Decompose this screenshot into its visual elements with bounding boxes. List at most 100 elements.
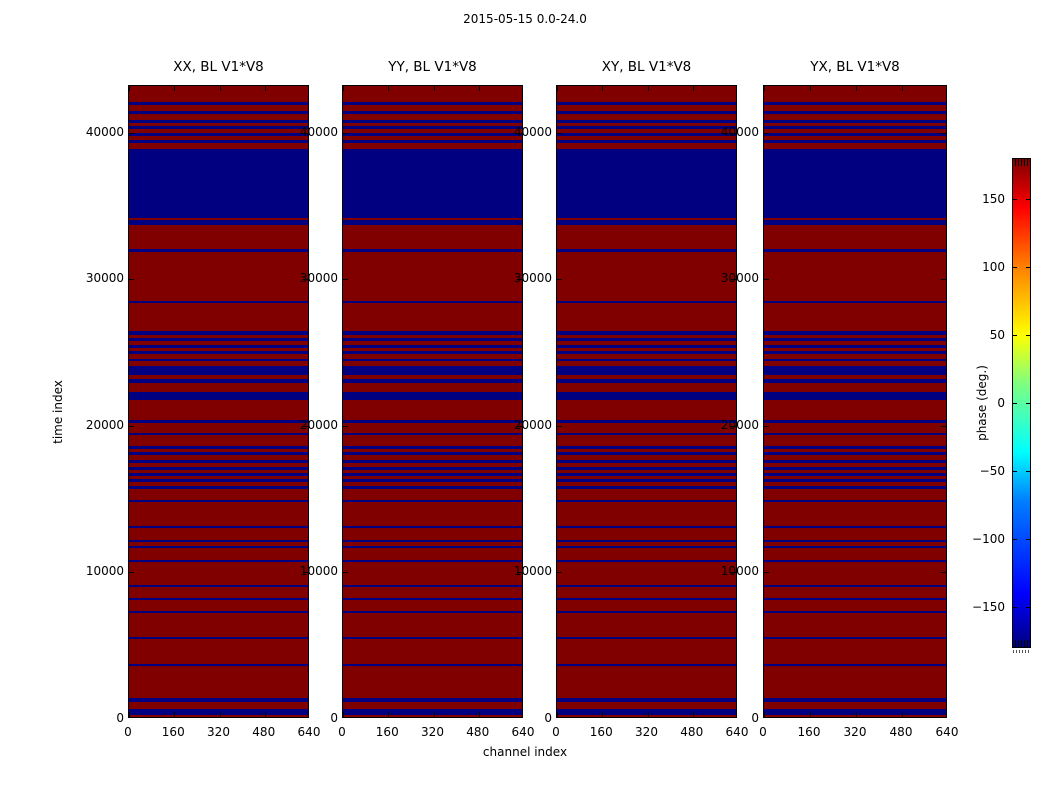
phase-band	[129, 459, 308, 463]
colorbar-tick-label: −100	[972, 532, 1005, 547]
y-tick-mark	[129, 132, 134, 134]
phase-band	[764, 486, 946, 489]
y-tick-label: 10000	[85, 564, 124, 579]
phase-band	[557, 560, 736, 563]
colorbar[interactable]	[1012, 158, 1031, 648]
colorbar-minor-tick	[1021, 640, 1022, 647]
phase-band	[557, 300, 736, 303]
x-tick-label: 160	[797, 725, 821, 739]
phase-band	[557, 478, 736, 483]
phase-band	[343, 664, 522, 667]
x-tick-label: 160	[161, 725, 185, 739]
phase-band	[343, 126, 522, 130]
phase-band	[764, 459, 946, 463]
y-tick-mark	[941, 132, 946, 134]
phase-band	[557, 140, 736, 144]
colorbar-tick-mark	[1026, 334, 1031, 336]
colorbar-tick-mark	[1012, 266, 1017, 268]
phase-band	[764, 472, 946, 476]
y-tick-label: 40000	[85, 124, 124, 139]
phase-band	[129, 220, 308, 226]
phase-band	[129, 102, 308, 106]
phase-band	[557, 110, 736, 114]
phase-band	[764, 344, 946, 348]
phase-band	[343, 525, 522, 528]
x-tick-mark	[343, 86, 344, 91]
colorbar-tick-mark	[1012, 403, 1017, 404]
phase-band	[343, 478, 522, 483]
phase-band	[764, 708, 946, 716]
phase-band	[343, 102, 522, 106]
heatmap-panel-xy[interactable]: XY, BL V1*V8	[556, 59, 737, 718]
heatmap-panel-yx[interactable]: YX, BL V1*V8	[763, 59, 947, 718]
y-tick-label: 10000	[513, 564, 552, 579]
y-tick-mark	[343, 425, 348, 427]
panel-title-yx: YX, BL V1*V8	[810, 59, 900, 75]
y-tick-mark	[764, 132, 769, 134]
phase-band	[129, 472, 308, 476]
y-tick-label: 30000	[299, 271, 338, 286]
phase-band	[343, 698, 522, 703]
phase-band	[764, 446, 946, 450]
phase-band	[129, 126, 308, 130]
phase-band	[557, 525, 736, 528]
colorbar-tick-mark	[1012, 198, 1017, 200]
y-tick-label: 20000	[299, 417, 338, 432]
panel-title-yy: YY, BL V1*V8	[388, 59, 477, 75]
phase-band	[129, 420, 308, 423]
phase-band	[557, 351, 736, 355]
phase-band	[764, 539, 946, 542]
y-tick-label: 20000	[85, 417, 124, 432]
phase-band	[557, 539, 736, 542]
phase-band	[764, 300, 946, 303]
x-tick-mark	[902, 86, 903, 91]
x-tick-label: 640	[297, 725, 321, 739]
heatmap-panel-yy[interactable]: YY, BL V1*V8	[342, 59, 523, 718]
x-tick-mark	[433, 86, 435, 91]
phase-band	[129, 331, 308, 336]
phase-band	[343, 560, 522, 563]
phase-band	[557, 664, 736, 667]
phase-band	[557, 433, 736, 436]
x-tick-mark	[764, 86, 765, 91]
phase-band	[764, 420, 946, 423]
phase-band	[557, 698, 736, 703]
x-tick-label: 640	[725, 725, 749, 739]
y-tick-mark	[517, 279, 522, 281]
phase-band	[343, 446, 522, 450]
phase-band	[764, 365, 946, 375]
phase-band	[764, 132, 946, 136]
y-tick-mark	[557, 279, 562, 281]
y-tick-mark	[731, 425, 736, 427]
phase-band	[343, 708, 522, 716]
phase-band	[129, 132, 308, 136]
phase-band	[343, 149, 522, 218]
heatmap-panel-xx[interactable]: XX, BL V1*V8	[128, 59, 309, 718]
phase-band	[343, 358, 522, 362]
phase-band	[764, 664, 946, 667]
phase-band	[557, 486, 736, 489]
phase-band	[129, 338, 308, 341]
y-tick-label: 40000	[299, 124, 338, 139]
phase-band	[557, 708, 736, 716]
x-tick-label: 320	[635, 725, 658, 739]
phase-band	[557, 598, 736, 601]
x-tick-label: 480	[680, 725, 704, 739]
phase-band	[343, 249, 522, 252]
phase-band	[343, 338, 522, 341]
phase-band	[129, 598, 308, 601]
phase-band	[557, 392, 736, 400]
y-tick-label: 10000	[720, 564, 759, 579]
phase-band	[343, 636, 522, 640]
x-tick-mark	[264, 712, 266, 717]
y-tick-label: 0	[751, 711, 759, 725]
phase-band	[764, 338, 946, 341]
phase-band	[343, 300, 522, 303]
phase-band	[764, 499, 946, 503]
phase-band	[557, 379, 736, 384]
y-tick-label: 20000	[513, 417, 552, 432]
phase-band	[129, 110, 308, 114]
phase-band	[343, 598, 522, 601]
phase-band	[764, 598, 946, 601]
y-tick-mark	[517, 572, 522, 574]
